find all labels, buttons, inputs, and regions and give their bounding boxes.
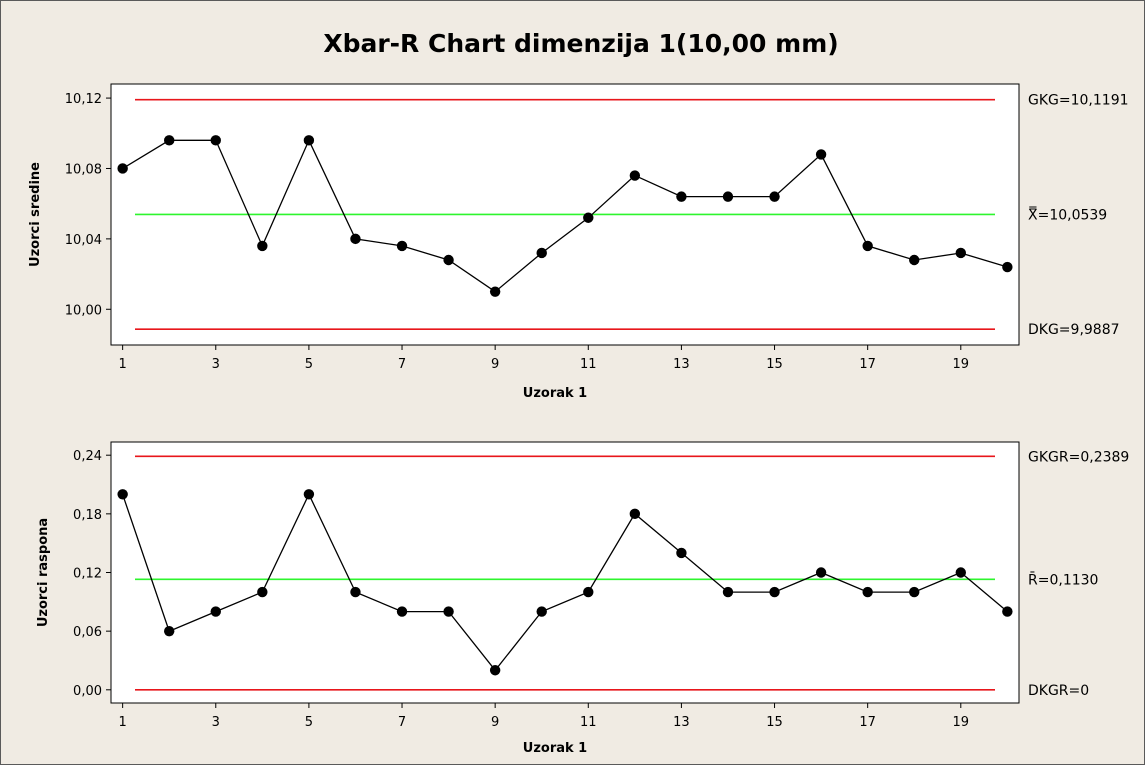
range-data-point (536, 606, 547, 617)
range-upper-control-limit-label: GKGR=0,2389 (1028, 449, 1129, 465)
xbar-xtick-label: 11 (580, 357, 597, 372)
xbar-xtick-label: 17 (859, 357, 876, 372)
xbar-data-point (583, 212, 594, 223)
xbar-data-point (909, 254, 920, 266)
range-data-point (350, 586, 361, 598)
range-data-point (117, 489, 128, 500)
xbar-data-point (862, 240, 873, 252)
range-xtick-label: 5 (305, 715, 313, 730)
range-xtick-label: 9 (491, 715, 499, 730)
range-data-point (257, 586, 268, 598)
xbar-xtick-label: 7 (398, 357, 406, 372)
xbar-data-point (257, 240, 268, 252)
range-data-point (769, 586, 780, 598)
xbar-xtick-label: 19 (953, 357, 970, 372)
xbar-xtick-label: 15 (766, 357, 783, 372)
range-data-point (583, 586, 594, 598)
xbar-ytick-label: 10,04 (65, 233, 102, 248)
xbar-data-point (769, 191, 780, 202)
range-data-point (303, 489, 315, 500)
xbar-center-line-label: X̿=10,0539 (1028, 206, 1107, 224)
range-xtick-label: 17 (859, 715, 876, 730)
xbar-upper-control-limit-label: GKG=10,1191 (1028, 93, 1129, 109)
range-data-point (815, 567, 827, 578)
range-y-axis-label: Uzorci raspona (36, 518, 51, 627)
range-plot-area (110, 441, 1020, 704)
xbar-series-line (122, 138, 1008, 293)
xbar-ytick-label: 10,00 (65, 303, 102, 318)
range-data-point (396, 606, 408, 617)
range-series-line (121, 492, 1008, 672)
range-lower-control-limit-label: DKGR=0 (1028, 683, 1089, 699)
xbar-data-point (722, 191, 734, 202)
range-data-point (1002, 606, 1013, 617)
range-xtick-label: 1 (119, 715, 127, 730)
range-data-point (909, 586, 920, 598)
range-xtick-label: 15 (766, 715, 783, 730)
xbar-ytick-label: 10,12 (65, 92, 102, 107)
xbar-y-axis-label: Uzorci sredine (28, 162, 43, 267)
xbar-xtick-label: 5 (305, 357, 313, 372)
xbar-xtick-label: 1 (119, 357, 127, 372)
range-data-point (676, 547, 687, 559)
xbar-data-point (676, 191, 687, 202)
xbar-lower-control-limit-label: DKG=9,9887 (1028, 322, 1120, 338)
range-xtick-label: 3 (212, 715, 220, 730)
range-data-point (443, 606, 454, 617)
xbar-data-point (815, 149, 827, 160)
range-data-point (489, 665, 501, 676)
range-data-point (629, 508, 641, 520)
xbar-xtick-label: 9 (491, 357, 499, 372)
range-data-point (164, 625, 175, 637)
xbar-data-point (164, 135, 175, 146)
range-ytick-label: 0,12 (73, 567, 102, 582)
range-xtick-label: 7 (398, 715, 406, 730)
xbar-x-axis-label: Uzorak 1 (523, 386, 587, 401)
xbar-ytick-label: 10,08 (65, 162, 102, 177)
range-data-point (955, 567, 966, 578)
xbar-data-point (489, 286, 501, 297)
xbar-data-point (536, 247, 547, 259)
xbar-xtick-label: 13 (673, 357, 690, 372)
xbar-data-point (303, 135, 315, 146)
range-xtick-label: 11 (580, 715, 597, 730)
range-x-axis-label: Uzorak 1 (523, 741, 587, 756)
range-xtick-label: 19 (953, 715, 970, 730)
range-xtick-label: 13 (673, 715, 690, 730)
xbar-xtick-label: 3 (212, 357, 220, 372)
xbar-data-point (396, 240, 408, 252)
range-center-line-label: R̄=0,1130 (1028, 571, 1098, 589)
range-ytick-label: 0,06 (73, 625, 102, 640)
range-data-point (722, 586, 734, 598)
xbar-data-point (117, 163, 128, 174)
xbar-data-point (210, 135, 221, 146)
range-ytick-label: 0,00 (73, 684, 102, 699)
xbar-data-point (955, 247, 966, 259)
xbar-data-point (443, 254, 454, 266)
range-ytick-label: 0,18 (73, 508, 102, 523)
xbar-data-point (1002, 261, 1013, 273)
range-ytick-label: 0,24 (73, 449, 102, 464)
range-data-point (210, 606, 221, 617)
xbar-data-point (629, 170, 641, 181)
chart-title: Xbar-R Chart dimenzija 1(10,00 mm) (323, 29, 838, 58)
range-data-point (862, 586, 873, 598)
xbar-data-point (350, 233, 361, 245)
